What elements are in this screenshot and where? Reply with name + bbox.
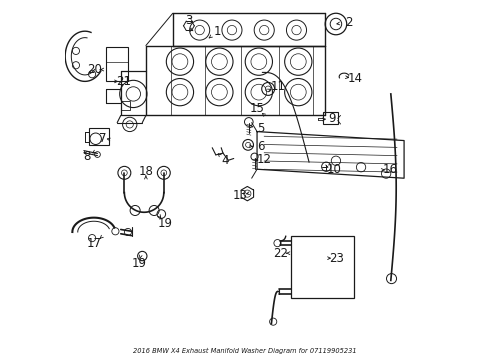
Text: 22: 22 — [273, 247, 288, 260]
Text: 11: 11 — [270, 80, 285, 93]
Text: 12: 12 — [257, 153, 271, 166]
Text: 7: 7 — [99, 131, 106, 145]
Text: 2016 BMW X4 Exhaust Manifold Washer Diagram for 07119905231: 2016 BMW X4 Exhaust Manifold Washer Diag… — [132, 348, 356, 354]
Text: 4: 4 — [221, 154, 228, 167]
Text: 19: 19 — [157, 216, 172, 230]
Text: 3: 3 — [185, 14, 192, 27]
Bar — [88, 128, 109, 145]
Bar — [121, 102, 129, 110]
Text: 13: 13 — [232, 189, 247, 202]
Text: 14: 14 — [347, 72, 363, 85]
Text: 23: 23 — [328, 252, 344, 265]
Text: 6: 6 — [256, 140, 264, 153]
Text: 20: 20 — [87, 63, 102, 76]
Text: 19: 19 — [131, 257, 146, 270]
Text: 8: 8 — [83, 150, 91, 163]
Text: 1: 1 — [213, 25, 221, 38]
Bar — [290, 235, 353, 298]
Bar — [106, 47, 128, 81]
Text: 15: 15 — [249, 103, 264, 116]
Text: 21: 21 — [116, 75, 131, 88]
Text: 17: 17 — [87, 237, 102, 250]
Text: 18: 18 — [138, 165, 153, 177]
Text: 5: 5 — [256, 122, 264, 135]
Text: 9: 9 — [328, 112, 335, 125]
Bar — [322, 112, 337, 125]
Text: 10: 10 — [326, 163, 341, 176]
Text: 16: 16 — [382, 163, 396, 176]
Text: 2: 2 — [344, 16, 351, 29]
